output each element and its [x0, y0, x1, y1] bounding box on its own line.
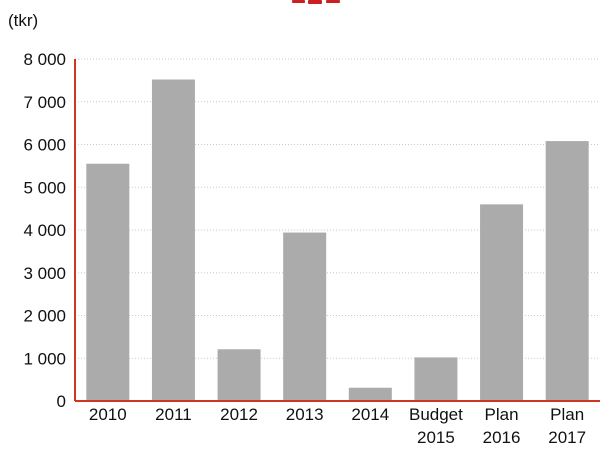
bar — [86, 163, 130, 401]
axes — [74, 59, 600, 402]
bar — [217, 349, 261, 401]
bar — [414, 357, 458, 401]
y-tick-label: 8 000 — [23, 50, 66, 69]
x-category-label: 2016 — [483, 428, 521, 447]
y-tick-label: 1 000 — [23, 349, 66, 368]
x-category-label: Budget — [409, 405, 463, 424]
y-tick-label: 2 000 — [23, 307, 66, 326]
bar — [480, 204, 524, 401]
bar — [348, 387, 392, 401]
x-category-label: 2015 — [417, 428, 455, 447]
x-category-label: 2013 — [286, 405, 324, 424]
x-category-label: 2012 — [220, 405, 258, 424]
x-category-label: Plan — [550, 405, 584, 424]
y-axis-unit-label: (tkr) — [8, 11, 38, 30]
y-tick-label: 4 000 — [23, 221, 66, 240]
x-category-label: 2011 — [155, 405, 192, 424]
x-category-label: 2010 — [89, 405, 127, 424]
y-tick-label: 5 000 — [23, 178, 66, 197]
y-tick-label: 0 — [57, 392, 66, 411]
x-category-label: 2014 — [351, 405, 389, 424]
y-tick-label: 7 000 — [23, 93, 66, 112]
clipped-title-fragment — [292, 0, 340, 4]
y-tick-label: 6 000 — [23, 136, 66, 155]
bar — [283, 232, 327, 401]
x-category-labels: 2010 2011 2012 2013 2014 Budget 2015 Plan 2016 Pl… — [89, 405, 586, 447]
y-tick-label: 3 000 — [23, 264, 66, 283]
x-category-label: Plan — [485, 405, 519, 424]
bar — [151, 79, 195, 402]
bar — [545, 141, 589, 401]
bars — [86, 79, 589, 402]
y-tick-labels: 0 1 000 2 000 3 000 4 000 5 000 6 000 7 000 8 00… — [23, 50, 66, 411]
x-category-label: 2017 — [548, 428, 586, 447]
